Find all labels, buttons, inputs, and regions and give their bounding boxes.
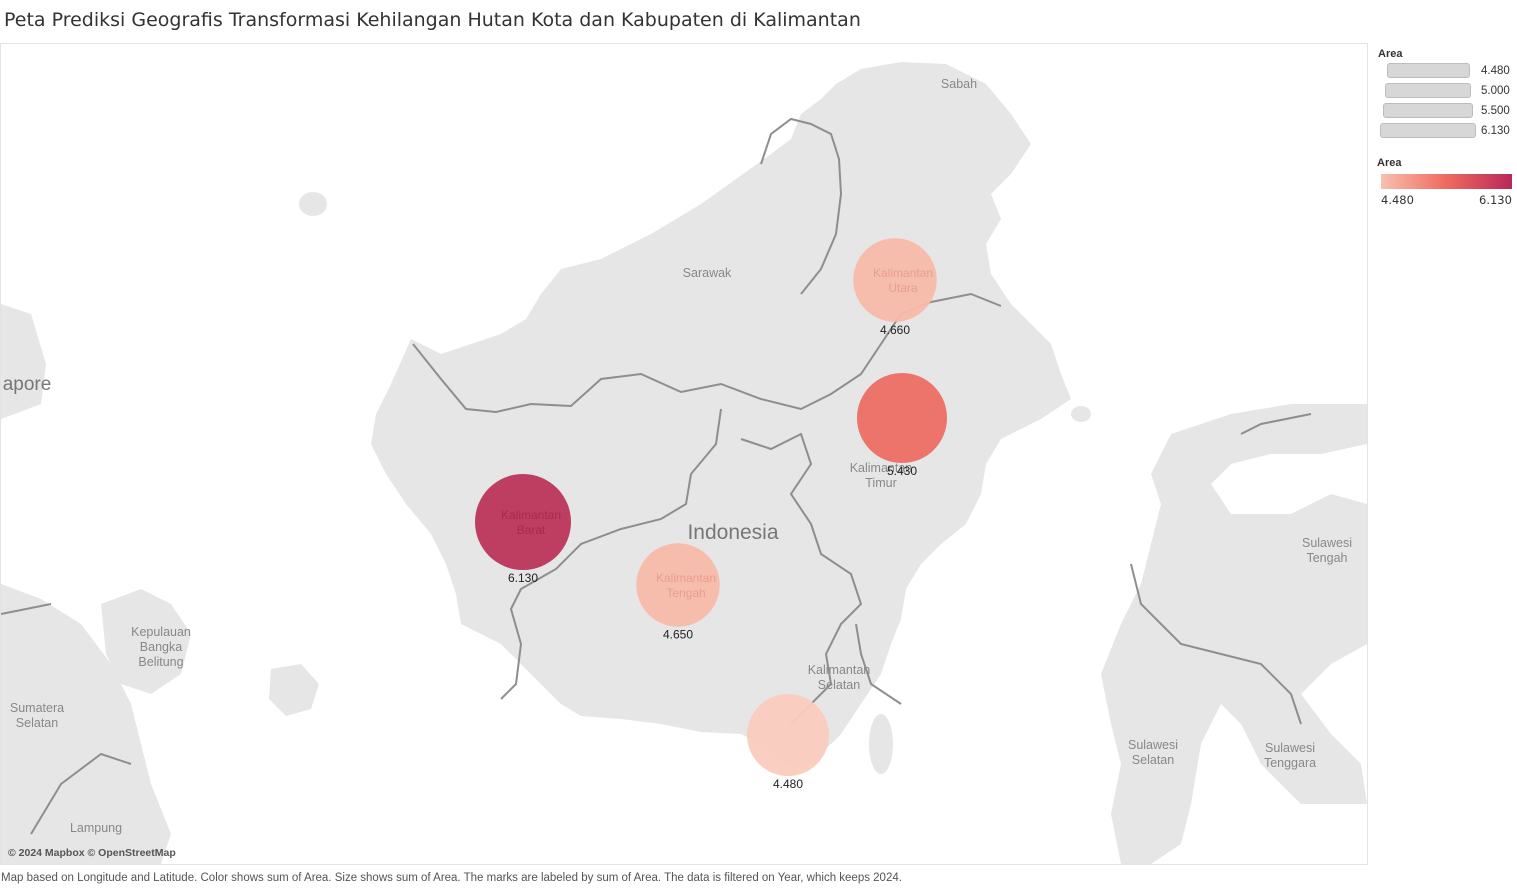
label-kalsel-2: Selatan (818, 678, 860, 692)
label-singapore: apore (3, 374, 52, 395)
mark-value-label: 5.430 (887, 464, 917, 478)
label-sulsel-2: Selatan (1132, 753, 1174, 767)
mark-value-label: 4.480 (773, 777, 803, 791)
label-lampung: Lampung (70, 821, 122, 835)
small-island (1071, 406, 1091, 422)
mark-kalimantan-timur[interactable]: 5.430 (856, 372, 948, 478)
mark-name-2: Tengah (666, 586, 705, 600)
mark-value-label: 4.650 (663, 628, 693, 642)
size-legend-swatch (1383, 103, 1473, 118)
color-legend-max: 6.130 (1479, 193, 1512, 207)
sulawesi-border (1130, 563, 1302, 725)
size-legend-label: 5.500 (1481, 105, 1510, 117)
color-legend-min: 4.480 (1381, 193, 1414, 207)
label-sultra-2: Tenggara (1264, 756, 1316, 770)
mark-name-1: Kalimantan (656, 571, 716, 585)
small-island (299, 192, 327, 216)
peninsula-landmass (1, 304, 46, 419)
mark-name-2: Barat (517, 523, 546, 537)
province-border (855, 623, 902, 705)
mark-circle[interactable] (636, 543, 720, 627)
label-sulteng-1: Sulawesi (1302, 536, 1352, 550)
size-legend-label: 4.480 (1481, 65, 1510, 77)
mark-circle[interactable] (475, 474, 571, 570)
label-bangka-3: Belitung (138, 655, 183, 669)
sumatra-border (1, 603, 52, 615)
size-legend-swatch (1385, 83, 1471, 98)
label-bangka-1: Kepulauan (131, 625, 191, 639)
mark-kalimantan-selatan[interactable]: 4.480 (747, 694, 829, 791)
sumatra-border (30, 752, 132, 835)
belitung-island (269, 664, 319, 716)
label-sulteng-2: Tengah (1306, 551, 1347, 565)
mark-name-2: Utara (888, 281, 918, 295)
sulawesi-landmass (1101, 404, 1367, 864)
bangka-island (101, 589, 191, 694)
map-attribution[interactable]: © 2024 Mapbox © OpenStreetMap (8, 847, 176, 859)
page-title: Peta Prediksi Geografis Transformasi Keh… (4, 9, 861, 31)
label-indonesia: Indonesia (687, 521, 778, 544)
label-kaltim-2: Timur (865, 476, 896, 490)
label-sultra-1: Sulawesi (1265, 741, 1315, 755)
mark-value-label: 4.660 (880, 323, 910, 337)
size-legend-swatch (1380, 123, 1476, 138)
mark-name-1: Kalimantan (873, 266, 933, 280)
province-border (500, 408, 722, 700)
mark-kalimantan-tengah[interactable]: Kalimantan Tengah 4.650 (636, 543, 720, 642)
label-sabah: Sabah (941, 77, 977, 91)
legend-panel: Area 4.480 5.000 5.500 6.130 Area (1370, 43, 1517, 263)
province-border (740, 432, 863, 725)
size-legend-title: Area (1378, 48, 1403, 60)
data-marks[interactable]: Kalimantan Utara 4.660 5.430 Kalimantan … (475, 238, 948, 791)
mark-name-1: Kalimantan (501, 508, 561, 522)
size-legend-label: 5.000 (1481, 85, 1510, 97)
label-sarawak: Sarawak (683, 266, 732, 280)
label-kaltim-1: Kalimantan (850, 461, 913, 475)
map-view[interactable]: Sabah Sarawak apore Indonesia Kalimantan… (0, 43, 1368, 865)
map-canvas[interactable]: Sabah Sarawak apore Indonesia Kalimantan… (1, 44, 1367, 864)
label-kalsel-1: Kalimantan (808, 663, 871, 677)
mark-kalimantan-barat[interactable]: Kalimantan Barat 6.130 (475, 474, 571, 585)
size-legend-swatch (1387, 63, 1470, 78)
border-layer (1, 117, 1312, 835)
mark-circle[interactable] (856, 372, 948, 464)
label-sumsel-2: Selatan (16, 716, 58, 730)
sumatra-landmass (1, 584, 171, 864)
mark-circle[interactable] (853, 238, 937, 322)
mark-value-label: 6.130 (508, 571, 538, 585)
footer-caption: Map based on Longitude and Latitude. Col… (1, 872, 902, 884)
label-sulsel-1: Sulawesi (1128, 738, 1178, 752)
sulawesi-border (1240, 413, 1312, 435)
label-sumsel-1: Sumatera (10, 701, 64, 715)
mark-circle[interactable] (747, 694, 829, 776)
small-island (869, 714, 893, 774)
sabah-border (760, 117, 843, 295)
color-legend-title: Area (1377, 157, 1402, 169)
size-legend-label: 6.130 (1481, 125, 1510, 137)
place-labels: Sabah Sarawak apore Indonesia Kalimantan… (3, 77, 1352, 835)
mark-kalimantan-utara[interactable]: Kalimantan Utara 4.660 (853, 238, 937, 337)
label-bangka-2: Bangka (140, 640, 182, 654)
color-legend-gradient (1381, 174, 1512, 189)
